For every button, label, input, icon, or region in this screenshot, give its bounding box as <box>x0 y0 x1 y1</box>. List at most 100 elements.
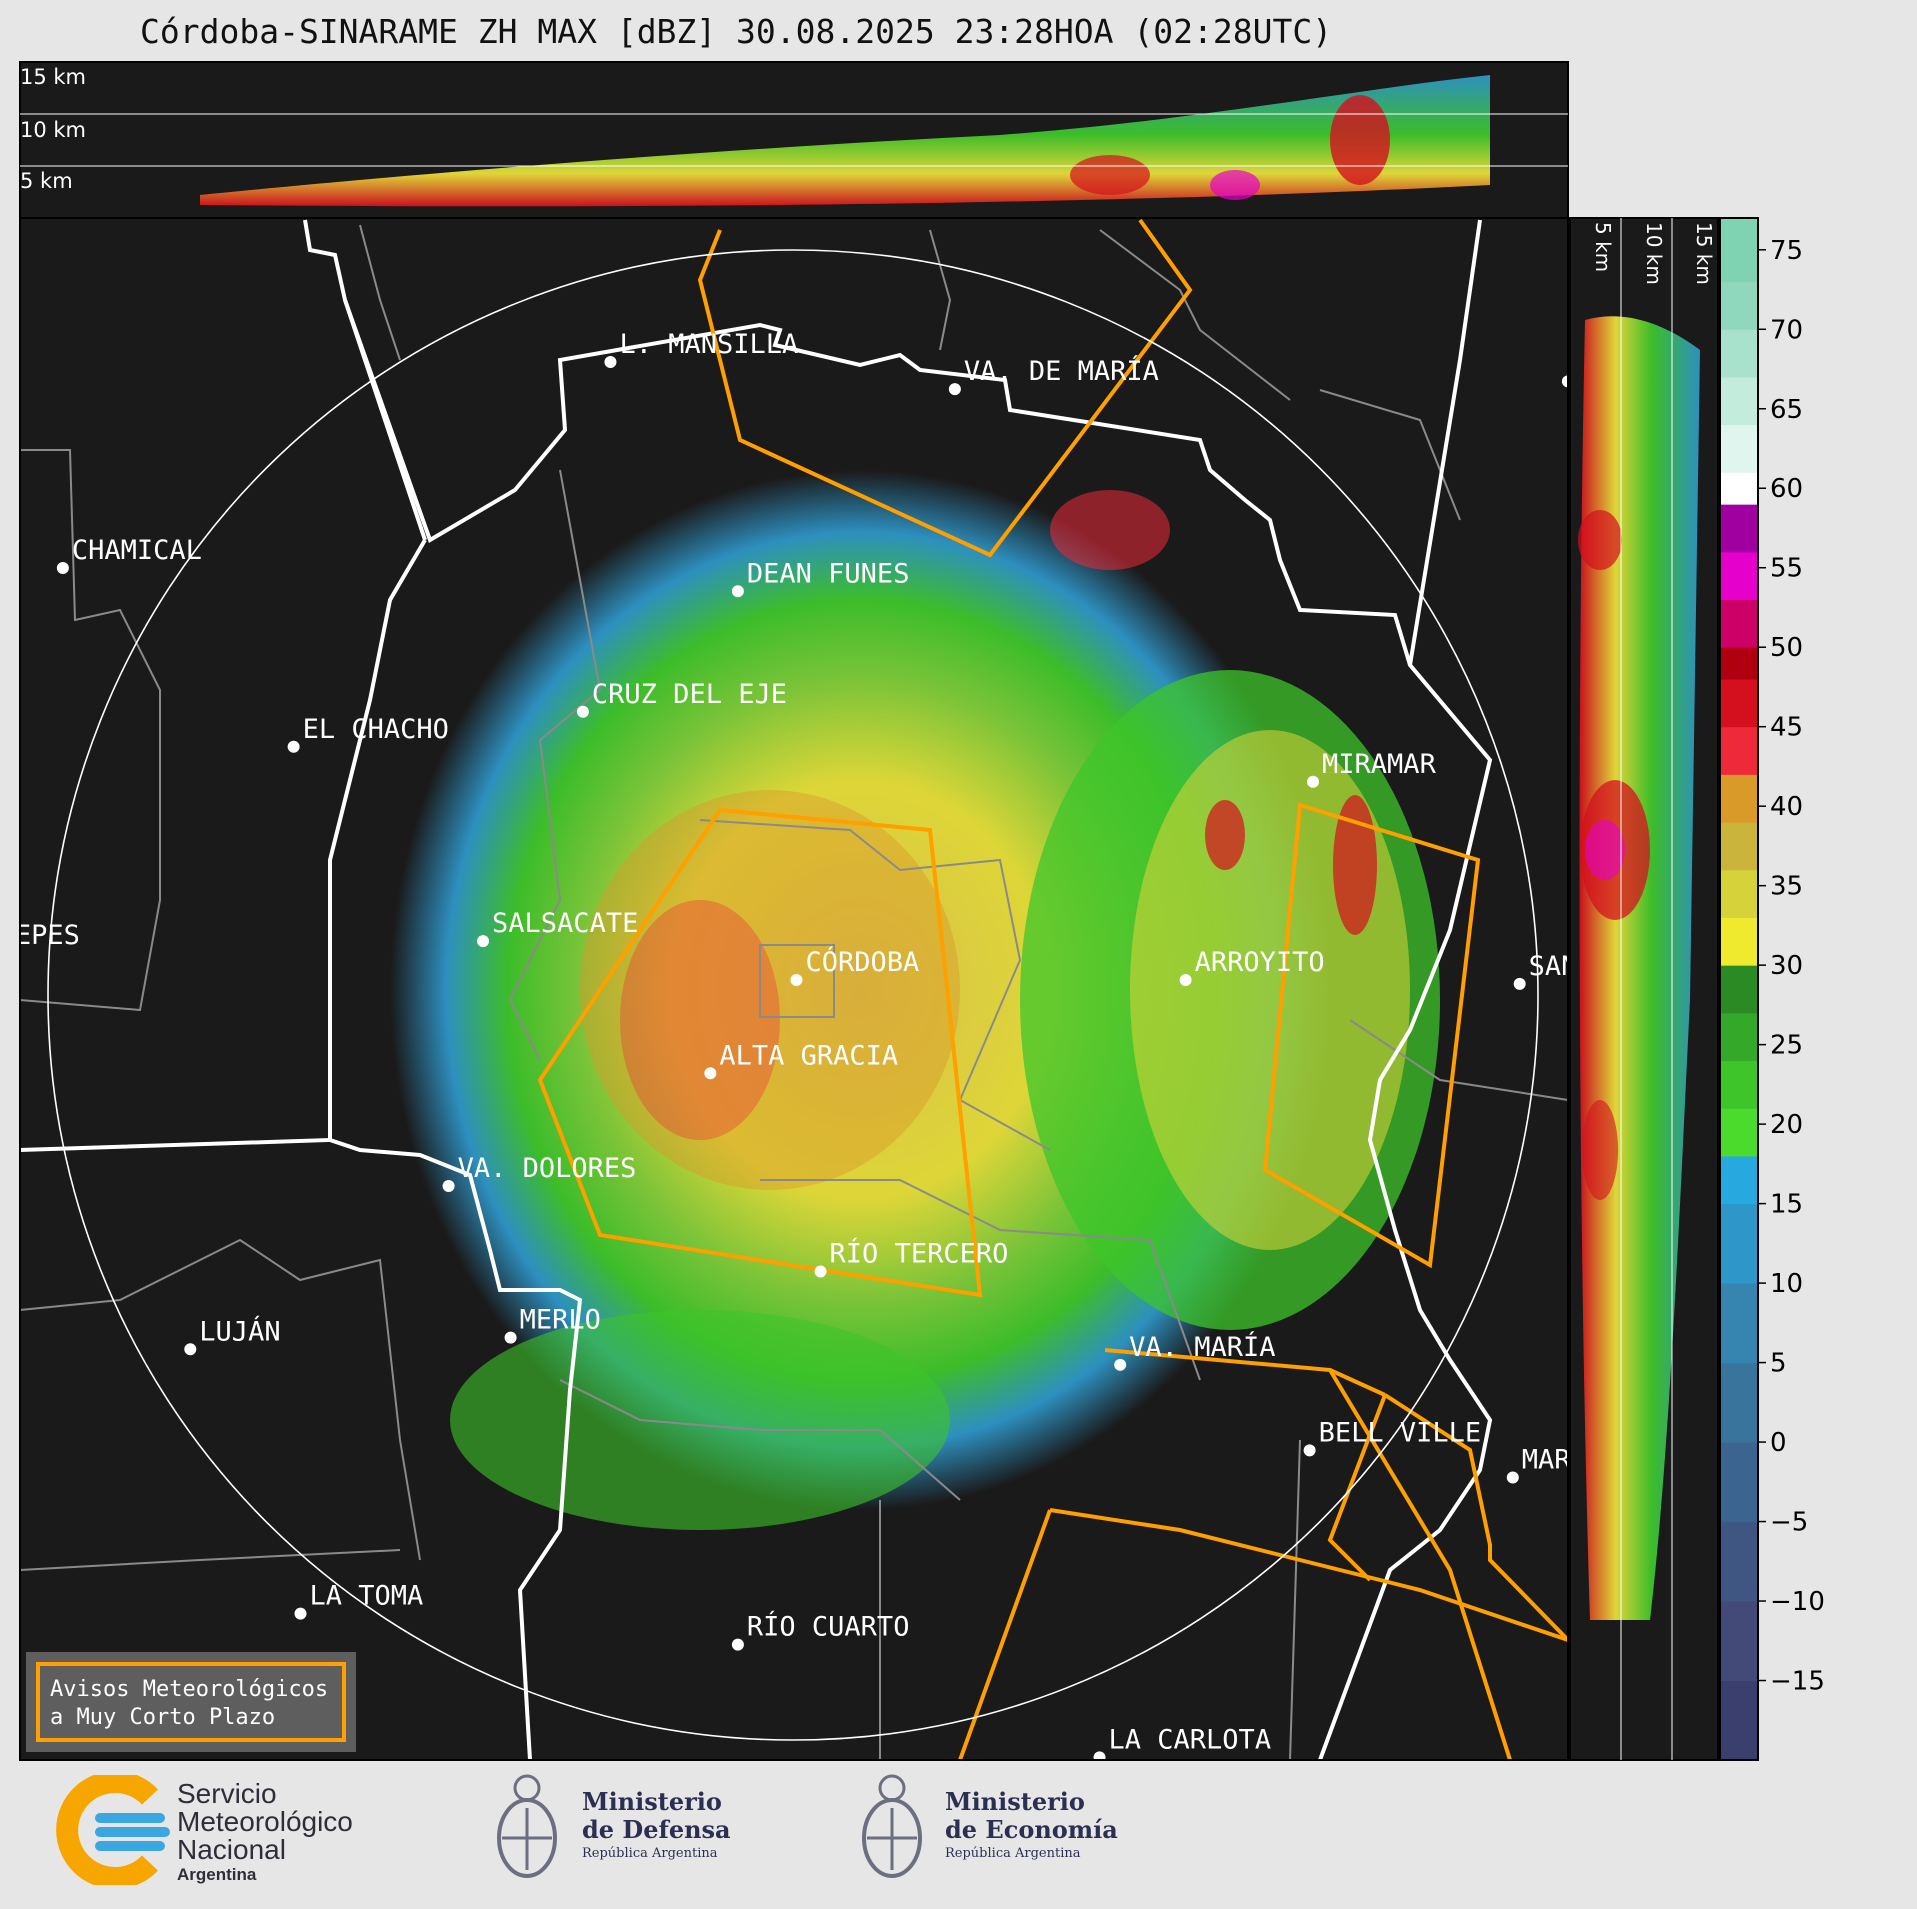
city-marker <box>1506 1471 1519 1484</box>
colorbar-segment <box>1720 281 1758 330</box>
city-label: LA TOMA <box>310 1581 424 1612</box>
warning-legend: Avisos Meteorológicos a Muy Corto Plazo <box>26 1652 356 1752</box>
department-boundaries <box>20 224 1568 1760</box>
colorbar-segment <box>1720 1521 1758 1602</box>
city-marker <box>56 561 69 574</box>
colorbar-tick-label: 5 <box>1770 1349 1787 1379</box>
city-label: VA. DE MARÍA <box>964 355 1159 387</box>
defensa-line3: República Argentina <box>582 1846 718 1861</box>
colorbar-segment <box>1720 1155 1758 1205</box>
reflectivity-field <box>390 470 1440 1530</box>
city-label: LA CARLOTA <box>1109 1724 1272 1755</box>
city-marker <box>576 705 589 718</box>
coat-of-arms-icon <box>862 1774 922 1878</box>
city-label: CÓRDOBA <box>805 946 919 978</box>
colorbar-segment <box>1720 1362 1758 1443</box>
defensa-line2: de Defensa <box>582 1815 731 1844</box>
colorbar-segment <box>1720 504 1758 553</box>
city-label: DEAN FUNES <box>747 558 910 589</box>
city-marker <box>1179 974 1192 986</box>
warning-legend-line2: a Muy Corto Plazo <box>50 1705 275 1730</box>
economia-line3: República Argentina <box>945 1846 1081 1861</box>
economia-line2: de Economía <box>945 1815 1118 1844</box>
colorbar-segment <box>1720 965 1758 1014</box>
city-label: MERLO <box>520 1305 601 1336</box>
coat-of-arms-icon <box>497 1774 557 1878</box>
colorbar-segment <box>1720 218 1758 283</box>
city-label: MARCOS JU <box>1522 1445 1668 1476</box>
colorbar-segment <box>1720 1680 1758 1761</box>
colorbar-segment <box>1720 472 1758 505</box>
city-label: SAN FRAN <box>1529 951 1659 982</box>
smn-line3: Nacional <box>177 1834 286 1865</box>
colorbar-tick-label: 75 <box>1770 236 1803 266</box>
top-height-label-5km: 5 km <box>20 169 73 193</box>
colorbar-segment <box>1720 1108 1758 1157</box>
colorbar-segment <box>1720 1203 1758 1284</box>
city-marker <box>442 1180 455 1193</box>
city-label: SALSACATE <box>492 908 638 939</box>
city-marker <box>504 1331 517 1344</box>
city-marker <box>1114 1358 1127 1371</box>
colorbar-tick-label: 30 <box>1770 951 1803 981</box>
colorbar-segment <box>1720 1283 1758 1364</box>
colorbar-segment <box>1720 917 1758 966</box>
city-label: CANALS <box>1250 1779 1348 1810</box>
city-label: ARROYITO <box>1195 947 1325 978</box>
top-cross-section: 15 km 10 km 5 km <box>19 61 1569 219</box>
city-label: MIRAMAR <box>1322 749 1437 780</box>
warning-polygons <box>537 218 1568 1760</box>
city-marker <box>948 383 961 396</box>
province-boundaries <box>20 219 1493 1760</box>
colorbar-tick-label: 15 <box>1770 1190 1803 1220</box>
colorbar-segment <box>1720 376 1758 426</box>
city-marker <box>790 974 803 986</box>
city-marker <box>184 1343 197 1356</box>
colorbar-segment <box>1720 822 1758 871</box>
colorbar-tick-label: 20 <box>1770 1110 1803 1140</box>
colorbar-tick-label: 45 <box>1770 713 1803 743</box>
city-marker <box>814 1265 827 1278</box>
city-label: VA. MARÍA <box>1129 1331 1275 1363</box>
colorbar-segment <box>1720 1442 1758 1523</box>
colorbar-tick-label: 65 <box>1770 395 1803 425</box>
city-label: L. MANSILLA <box>619 329 798 360</box>
city-label: CRUZ DEL EJE <box>592 679 787 710</box>
colorbar-tick-label: 60 <box>1770 474 1803 504</box>
city-marker <box>1513 977 1526 990</box>
colorbar-tick-label: −5 <box>1770 1508 1808 1538</box>
city-label: EL CHACHO <box>303 714 449 745</box>
colorbar-tick-label: −10 <box>1770 1587 1825 1617</box>
city-marker <box>1093 1751 1106 1760</box>
city-label: ALTA GRACIA <box>719 1040 898 1071</box>
colorbar-segment <box>1720 599 1758 648</box>
top-height-label-10km: 10 km <box>20 118 86 142</box>
warning-legend-frame <box>36 1662 346 1742</box>
city-label: CHEPES <box>0 920 80 951</box>
city-marker <box>704 1067 717 1080</box>
colorbar-tick-label: 70 <box>1770 315 1803 345</box>
top-echo-band <box>200 75 1490 207</box>
smn-line2: Meteorológico <box>177 1806 353 1837</box>
colorbar-segment <box>1720 551 1758 601</box>
side-height-label-5km: 5 km <box>1591 222 1615 272</box>
city-marker <box>1235 1806 1247 1818</box>
city-marker <box>477 935 490 948</box>
economia-logo: Ministerio de Economía República Argenti… <box>855 1770 1155 1890</box>
city-label: VA. DOLORES <box>458 1153 637 1184</box>
colorbar-tick-label: 40 <box>1770 792 1803 822</box>
side-height-label-15km: 15 km <box>1692 222 1716 285</box>
city-marker <box>731 1638 744 1651</box>
colorbar-segment <box>1720 424 1758 473</box>
colorbar-segment <box>1720 329 1758 378</box>
colorbar-frame <box>1719 217 1759 1761</box>
city-marker <box>1307 775 1320 788</box>
colorbar-tick-label: −15 <box>1770 1667 1825 1697</box>
colorbar-tick-label: 55 <box>1770 554 1803 584</box>
colorbar-segment <box>1720 1012 1758 1062</box>
page-title: Córdoba-SINARAME ZH MAX [dBZ] 30.08.2025… <box>140 12 1333 51</box>
city-label: RÍO CUARTO <box>747 1611 910 1643</box>
